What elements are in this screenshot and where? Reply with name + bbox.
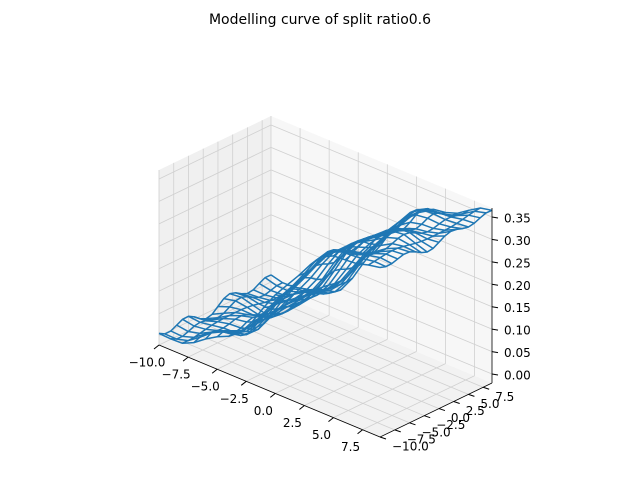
x-tick-label: 7.5 [341,440,360,454]
wire-line-along-y [379,209,493,269]
wire-line-along-y [275,235,388,297]
y-tick-label: 5.0 [480,397,499,411]
y-axis-line [379,382,493,438]
y-tick-label: −5.0 [422,425,451,439]
z-tick [491,216,499,219]
x-tick [240,380,247,386]
z-tick [491,351,499,354]
tick-labels: −10.0−7.5−5.0−2.50.02.55.07.5 −10.0−7.5−5… [129,212,531,455]
y-tick [379,436,387,440]
grid-line-x-floor [216,314,330,370]
grid-line-y-floor [262,294,484,388]
wire-line-along-y [263,246,377,309]
wire-line-along-y [181,286,295,344]
x-tick [153,344,160,350]
y-tick-label: −7.5 [407,432,436,446]
wire-line-along-y [368,207,481,266]
grid-line-z-left [158,236,272,292]
wire-line-along-y [240,277,353,334]
z-tick-label: 0.25 [504,256,531,270]
x-tick [211,368,218,374]
z-tick [491,238,499,241]
x-tick-label: −2.5 [220,392,249,406]
x-tick [270,393,276,398]
wire-line-along-y [333,207,446,257]
x-tick [328,417,334,423]
y-tick-label: 2.5 [466,404,485,418]
wire-line-along-y [251,261,365,323]
grid-line-z-back [270,214,493,308]
grid-line-z-left [158,259,272,314]
wire-line-along-x [235,221,457,310]
y-tick-label: −10.0 [392,440,429,454]
z-tick [491,373,499,376]
grid-line-z-back [270,236,493,330]
z-tick-label: 0.30 [504,234,531,248]
z-tick [491,283,499,286]
x-tick [182,356,189,362]
y-tick [409,422,416,426]
z-tick [491,328,499,331]
wireframe-surface [158,207,493,344]
y-tick-label: 0.0 [451,411,470,425]
z-tick-label: 0.00 [504,369,531,383]
grid-line-x-floor [362,375,475,431]
y-tick [453,400,460,404]
grid-line-y-floor [188,330,410,424]
grid-line-x-floor [304,351,417,406]
wire-line-along-y [356,209,470,265]
left-pane [159,116,271,345]
x-tick-label: 2.5 [283,416,302,430]
grid-line-z-left [158,191,272,247]
z-tick-label: 0.20 [504,279,531,293]
grid-line-x-floor [275,339,388,394]
grid-line-z-left [158,214,272,270]
y-tick-label: −2.5 [436,418,465,432]
grid-line-x-floor [333,363,446,418]
y-tick [394,429,401,433]
z-tick-label: 0.05 [504,346,531,360]
grid-line-z-back [270,124,493,218]
x-tick-label: 0.0 [254,404,273,418]
y-tick [468,393,475,397]
x-tick-label: −5.0 [191,380,220,394]
grid-line-z-back [270,169,493,263]
x-axis-line [158,344,381,438]
chart-title: Modelling curve of split ratio0.6 [208,12,432,28]
tick-marks [153,208,499,440]
wire-line-along-y [286,225,400,287]
grid-line-z-left [158,124,272,180]
z-tick [491,261,499,264]
grid-line-y-floor [217,316,440,409]
x-tick [357,429,363,435]
x-tick [299,405,305,410]
z-tick-label: 0.10 [504,324,531,338]
grid-line-x-floor [246,326,359,382]
y-tick [424,415,431,419]
grid-line-z-left [158,169,272,225]
grid-line-y-floor [232,309,454,402]
wire-line-along-y [158,274,272,335]
grid-line-z-left [158,147,272,202]
wire-line-along-y [344,212,458,261]
x-tick-label: −10.0 [129,356,166,370]
z-tick [491,306,499,309]
y-tick [438,408,446,412]
grid-line-y-floor [247,301,469,395]
wire-line-along-y [170,282,283,340]
y-tick-label: 7.5 [495,390,514,404]
x-tick-label: 5.0 [312,428,331,442]
x-tick-label: −7.5 [162,368,191,382]
grid-line-y-floor [203,323,425,417]
wire-line-along-y [228,288,342,337]
y-tick [482,386,490,390]
z-tick-label: 0.35 [504,212,531,226]
z-tick-label: 0.15 [504,301,531,315]
grid-line-y-floor [173,337,395,431]
